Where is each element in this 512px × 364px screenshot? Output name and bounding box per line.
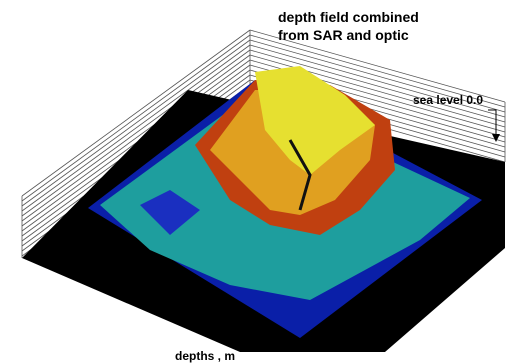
page: {"chart_data": {"type": "surface", "titl… <box>0 0 512 364</box>
chart-title: depth field combined <box>278 9 419 25</box>
chart-title: from SAR and optic <box>278 27 409 43</box>
x-axis-label: depths , m <box>175 349 235 363</box>
annotation: sea level 0.0 <box>413 93 483 107</box>
chart: depth field combined from SAR and optic … <box>0 0 512 364</box>
